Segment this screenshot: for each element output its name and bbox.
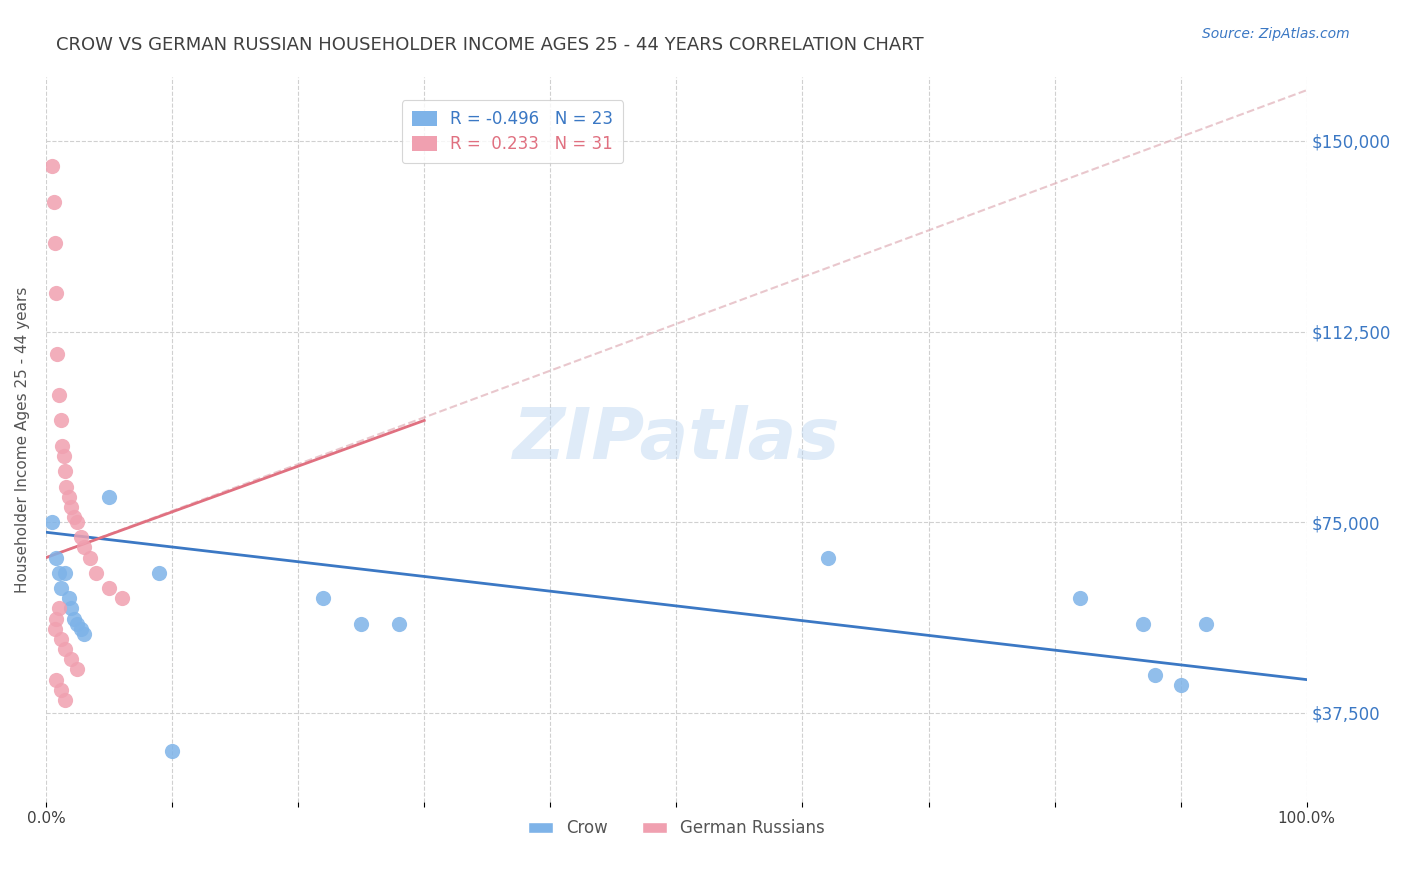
Point (98, 581, 121, 595)
Point (44, 622, 66, 636)
Point (1144, 667, 1167, 681)
Point (49, 581, 72, 595)
Point (51, 439, 73, 453)
Point (48, 601, 70, 615)
Point (62, 612, 84, 626)
Point (111, 591, 134, 606)
Point (48, 566, 70, 580)
Point (53, 693, 76, 707)
Point (49, 682, 72, 697)
Point (98, 490, 121, 504)
Point (55, 479, 77, 493)
Point (60, 601, 83, 615)
Point (48, 388, 70, 402)
Point (49, 413, 72, 427)
Point (1170, 678, 1192, 692)
Point (60, 652, 83, 666)
Point (388, 616, 411, 631)
Text: ZIPatlas: ZIPatlas (513, 405, 839, 474)
Point (66, 663, 89, 677)
Point (66, 616, 89, 631)
Point (160, 744, 183, 758)
Point (45, 673, 67, 687)
Point (41, 515, 63, 529)
Point (45, 612, 67, 626)
Point (66, 515, 89, 529)
Point (53, 464, 76, 478)
Point (49, 632, 72, 646)
Point (52, 449, 75, 463)
Y-axis label: Householder Income Ages 25 - 44 years: Householder Income Ages 25 - 44 years (15, 286, 30, 592)
Point (86, 566, 108, 580)
Point (53, 642, 76, 657)
Legend: Crow, German Russians: Crow, German Russians (522, 813, 831, 844)
Point (60, 500, 83, 514)
Point (45, 550, 67, 565)
Point (73, 627, 96, 641)
Point (312, 591, 335, 606)
Point (62, 510, 84, 524)
Point (1195, 616, 1218, 631)
Point (1132, 616, 1154, 631)
Point (817, 550, 839, 565)
Point (46, 347, 69, 361)
Point (148, 566, 170, 580)
Point (42, 194, 65, 209)
Point (41, 160, 63, 174)
Point (70, 530, 93, 544)
Point (58, 490, 80, 504)
Point (44, 235, 66, 250)
Text: CROW VS GERMAN RUSSIAN HOUSEHOLDER INCOME AGES 25 - 44 YEARS CORRELATION CHART: CROW VS GERMAN RUSSIAN HOUSEHOLDER INCOM… (56, 36, 924, 54)
Point (45, 286, 67, 301)
Text: Source: ZipAtlas.com: Source: ZipAtlas.com (1202, 27, 1350, 41)
Point (1069, 591, 1091, 606)
Point (53, 566, 76, 580)
Point (73, 541, 96, 555)
Point (79, 550, 101, 565)
Point (58, 591, 80, 606)
Point (70, 622, 93, 636)
Point (350, 616, 373, 631)
